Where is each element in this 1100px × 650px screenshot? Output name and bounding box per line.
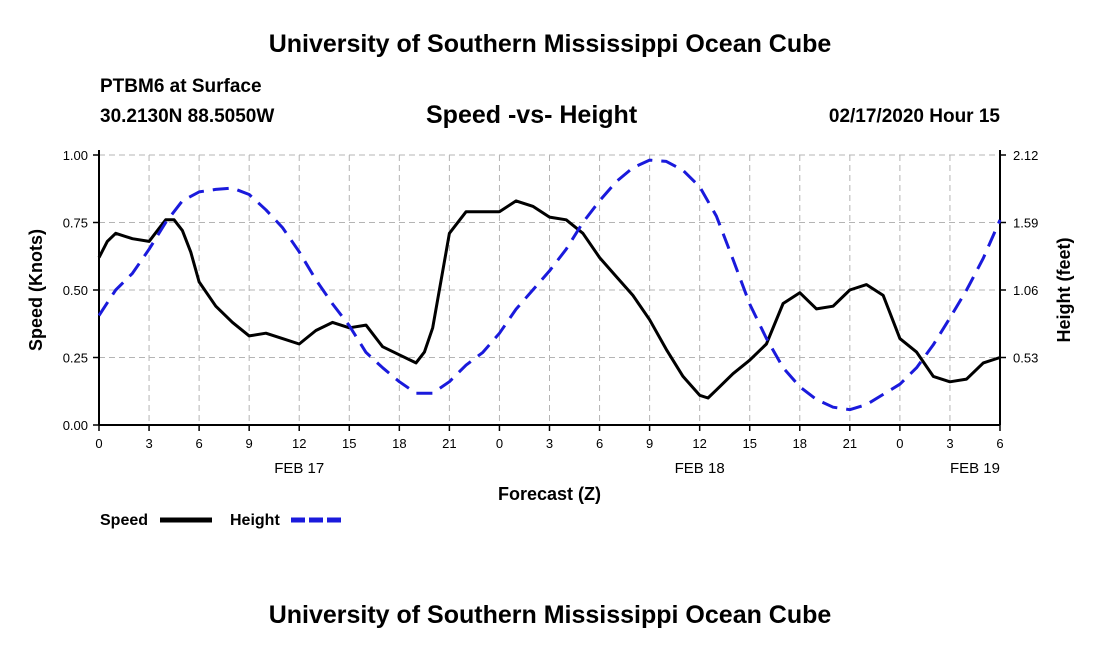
x-tick-label: 3	[145, 436, 152, 451]
y-axis-title: Speed (Knots)	[26, 229, 46, 351]
x-tick-label: 18	[392, 436, 406, 451]
x-tick-label: 0	[896, 436, 903, 451]
y-tick-label: 0.00	[63, 418, 88, 433]
series-line-speed	[97, 199, 1001, 400]
legend-label-height: Height	[230, 512, 280, 529]
x-tick-label: 18	[793, 436, 807, 451]
x-tick-label: 0	[496, 436, 503, 451]
x-tick-label: 15	[342, 436, 356, 451]
y2-axis-title: Height (feet)	[1054, 238, 1074, 343]
y-tick-label: 0.50	[63, 283, 88, 298]
x-tick-label: 15	[742, 436, 756, 451]
y2-tick-label: 2.12	[1013, 148, 1038, 163]
series-line-height	[97, 158, 1002, 412]
x-tick-label: 6	[996, 436, 1003, 451]
y2-tick-label: 0.53	[1013, 351, 1038, 366]
x-tick-label: 21	[442, 436, 456, 451]
y-tick-label: 1.00	[63, 148, 88, 163]
x-tick-label: 9	[646, 436, 653, 451]
x-tick-label: 6	[195, 436, 202, 451]
y-tick-label: 0.25	[63, 351, 88, 366]
x-tick-label: 9	[246, 436, 253, 451]
y2-tick-label: 1.06	[1013, 283, 1038, 298]
legend-label-speed: Speed	[100, 512, 148, 529]
chart-title: Speed -vs- Height	[426, 101, 638, 129]
x-tick-label: 3	[946, 436, 953, 451]
page-title-bottom: University of Southern Mississippi Ocean…	[268, 601, 832, 629]
station-label: PTBM6 at Surface	[100, 76, 262, 97]
x-tick-label: 3	[546, 436, 553, 451]
y-tick-label: 0.75	[63, 216, 88, 231]
datetime-label: 02/17/2020 Hour 15	[828, 106, 1000, 127]
y2-tick-label: 1.59	[1013, 216, 1038, 231]
date-label: FEB 17	[274, 460, 324, 477]
x-tick-label: 12	[692, 436, 706, 451]
location-label: 30.2130N 88.5050W	[100, 106, 275, 127]
date-label: FEB 18	[675, 460, 725, 477]
x-tick-label: 0	[95, 436, 102, 451]
page-title-top: University of Southern Mississippi Ocean…	[268, 30, 832, 58]
x-axis-title: Forecast (Z)	[498, 484, 601, 504]
date-label: FEB 19	[950, 460, 1000, 477]
x-tick-label: 12	[292, 436, 306, 451]
x-tick-label: 6	[596, 436, 603, 451]
x-tick-label: 21	[843, 436, 857, 451]
